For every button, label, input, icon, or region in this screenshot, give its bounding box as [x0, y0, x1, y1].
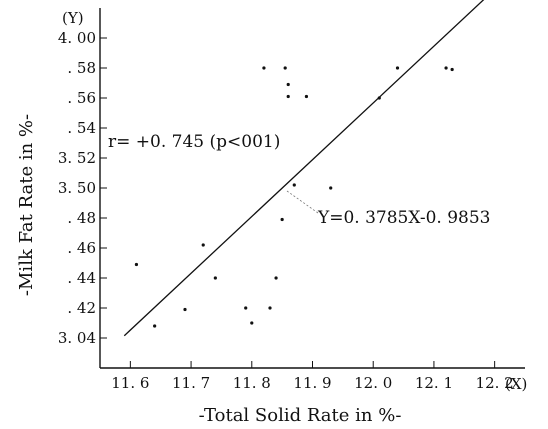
data-point	[280, 217, 284, 222]
y-tick-label: . 44	[67, 269, 96, 287]
equation-leader-line	[286, 190, 319, 214]
x-tick-label: 11. 6	[111, 374, 149, 392]
y-tick-label: . 42	[67, 299, 96, 317]
data-point	[444, 66, 448, 70]
data-point	[304, 94, 309, 99]
y-tick-label: . 58	[67, 59, 96, 77]
data-point	[292, 183, 296, 187]
y-tick-label: 3. 04	[58, 329, 96, 347]
y-ticks: 3. 04 . 42 . 44 . 46 . 48 3. 50 3. 52 . 54 . 56.…	[58, 29, 107, 347]
data-point	[250, 321, 254, 325]
x-axis-label: -Total Solid Rate in %-	[199, 405, 402, 426]
data-point	[450, 67, 454, 72]
data-point	[262, 66, 266, 70]
data-point	[183, 307, 187, 312]
y-tick-label: . 54	[67, 119, 96, 137]
regression-line	[123, 0, 485, 337]
y-axis-label: -Milk Fat Rate in %-	[16, 114, 37, 296]
data-point	[395, 66, 400, 70]
y-tick-label: . 46	[67, 239, 96, 257]
data-points	[134, 66, 454, 328]
y-tick-label: . 56	[67, 89, 96, 107]
data-point	[329, 186, 333, 190]
x-tick-label: 12. 0	[354, 374, 392, 392]
data-point	[286, 94, 290, 99]
data-point	[286, 82, 290, 87]
data-point	[134, 262, 139, 267]
x-tick-label: 12. 2	[476, 374, 514, 392]
data-point	[377, 96, 381, 100]
correlation-annotation: r= +0. 745 (p<001)	[108, 132, 280, 152]
x-ticks: 11. 6 11. 7 11. 8 11. 9 12. 0 12. 1 12. 2	[111, 361, 514, 392]
x-tick-label: 11. 7	[172, 374, 210, 392]
data-point	[268, 306, 272, 310]
x-tick-label: 12. 1	[415, 374, 453, 392]
data-point	[274, 276, 278, 280]
data-point	[153, 324, 157, 328]
x-tick-label: 11. 9	[293, 374, 331, 392]
x-unit-marker: (X)	[505, 375, 527, 393]
regression-equation: Y=0. 3785X-0. 9853	[317, 208, 490, 228]
axes	[99, 8, 525, 369]
data-point	[201, 243, 205, 247]
data-point	[213, 276, 217, 280]
y-tick-label: 4. 00	[58, 29, 96, 47]
x-tick-label: 11. 8	[233, 374, 271, 392]
y-unit-marker: (Y)	[62, 9, 84, 27]
y-tick-label: . 48	[67, 209, 96, 227]
y-tick-label: 3. 52	[58, 149, 96, 167]
y-tick-label: 3. 50	[58, 179, 96, 197]
data-point	[244, 306, 248, 310]
data-point	[283, 66, 287, 70]
